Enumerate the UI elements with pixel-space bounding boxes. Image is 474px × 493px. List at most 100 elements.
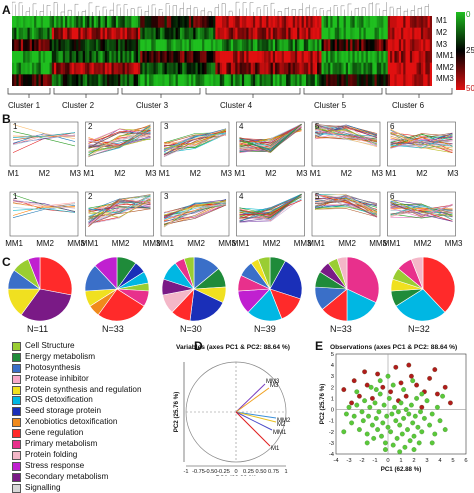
- heatmap-cell: [222, 16, 225, 28]
- heatmap-cell: [29, 74, 33, 86]
- profile-line: [12, 132, 76, 138]
- heatmap-cell: [392, 16, 395, 28]
- heatmap-cell: [233, 16, 236, 28]
- heatmap-cell: [162, 39, 165, 52]
- heatmap-cell: [96, 27, 99, 40]
- heatmap-cell: [215, 39, 218, 52]
- heatmap-cell: [226, 62, 230, 75]
- heatmap-cell: [84, 74, 88, 86]
- heatmap-cell: [354, 62, 358, 75]
- heatmap-cell: [188, 51, 192, 63]
- profile-xtick: M2: [265, 169, 277, 178]
- heatmap-cell: [80, 74, 84, 86]
- heatmap-cell: [113, 74, 117, 86]
- heatmap-cell: [321, 27, 325, 40]
- heatmap-cell: [294, 74, 298, 86]
- heatmap-cell: [27, 51, 31, 63]
- legend-item: ROS detoxification: [12, 395, 142, 406]
- legend-label: Photosynthesis: [25, 362, 81, 372]
- heatmap-cell: [193, 74, 196, 86]
- heatmap-cell: [394, 39, 398, 52]
- observation-point: [390, 382, 396, 388]
- heatmap-cell: [365, 39, 369, 52]
- heatmap-cell: [31, 16, 35, 28]
- heatmap-cell: [175, 27, 179, 40]
- heatmap-cell: [175, 62, 179, 75]
- heatmap-cell: [294, 16, 298, 28]
- heatmap-cell: [281, 27, 285, 40]
- heatmap-cell: [255, 39, 258, 52]
- profile-number: 6: [390, 192, 395, 201]
- heatmap-cell: [317, 39, 320, 52]
- heatmap-cell: [34, 27, 37, 40]
- heatmap-cell: [153, 27, 157, 40]
- heatmap-cell: [142, 74, 146, 86]
- observation-point: [357, 393, 362, 399]
- heatmap-cell: [294, 27, 298, 40]
- profile-line: [12, 124, 76, 139]
- heatmap-cell: [42, 51, 46, 63]
- heatmap-cell: [266, 74, 269, 86]
- heatmap-cell: [288, 27, 291, 40]
- heatmap-cell: [361, 74, 364, 86]
- legend-item: Stress response: [12, 461, 142, 472]
- legend-swatch: [12, 407, 21, 417]
- profile-xtick: M3: [296, 169, 308, 178]
- heatmap-cell: [301, 74, 305, 86]
- pie-n-label: N=33: [102, 324, 124, 334]
- profile-xtick: M1: [83, 169, 95, 178]
- heatmap-cell: [175, 39, 179, 52]
- heatmap-cell: [67, 74, 70, 86]
- legend-swatch: [12, 363, 21, 373]
- heatmap-cell: [228, 27, 232, 40]
- heatmap-cell: [290, 62, 294, 75]
- heatmap-cell: [345, 51, 349, 63]
- heatmap-cell: [102, 51, 106, 63]
- heatmap-cell: [292, 74, 296, 86]
- heatmap-cell: [104, 51, 108, 63]
- heatmap-cell: [374, 39, 378, 52]
- heatmap-cell: [60, 51, 64, 63]
- heatmap-cell: [100, 74, 104, 86]
- heatmap-cell: [69, 62, 73, 75]
- heatmap-cell: [195, 39, 199, 52]
- profile-line: [239, 126, 302, 152]
- heatmap-cell: [286, 16, 289, 28]
- heatmap-cell: [111, 51, 115, 63]
- heatmap-cell: [272, 16, 276, 28]
- heatmap-cell: [403, 51, 406, 63]
- observation-point: [373, 387, 379, 392]
- heatmap-cell: [290, 39, 294, 52]
- heatmap-cell: [157, 27, 161, 40]
- heatmap-cell: [425, 51, 428, 63]
- heatmap-cell: [217, 39, 221, 52]
- profile-line: [314, 195, 378, 204]
- heatmap-cell: [115, 62, 119, 75]
- heatmap-cell: [336, 62, 340, 75]
- heatmap-cell: [20, 27, 24, 40]
- observation-point: [366, 413, 371, 419]
- heatmap-cell: [36, 51, 39, 63]
- heatmap-cell: [166, 74, 170, 86]
- heatmap-cell: [420, 62, 424, 75]
- profile-line: [12, 208, 76, 213]
- observation-point: [411, 447, 417, 452]
- heatmap-cell: [241, 39, 245, 52]
- heatmap-cell: [129, 16, 132, 28]
- heatmap-cell: [244, 51, 247, 63]
- observation-point: [429, 411, 435, 417]
- observation-point: [447, 400, 453, 406]
- legend-swatch: [12, 374, 21, 384]
- profile-line: [390, 134, 453, 146]
- heatmap-cell: [102, 62, 106, 75]
- profile-line: [314, 197, 378, 216]
- pie-slice: [20, 288, 72, 322]
- heatmap-cell: [45, 27, 48, 40]
- heatmap-cell: [111, 16, 115, 28]
- heatmap-cell: [206, 62, 210, 75]
- heatmap-cell: [336, 51, 340, 63]
- heatmap-cell: [175, 74, 179, 86]
- heatmap-cell: [407, 39, 411, 52]
- heatmap-cell: [350, 39, 353, 52]
- heatmap-cell: [381, 62, 384, 75]
